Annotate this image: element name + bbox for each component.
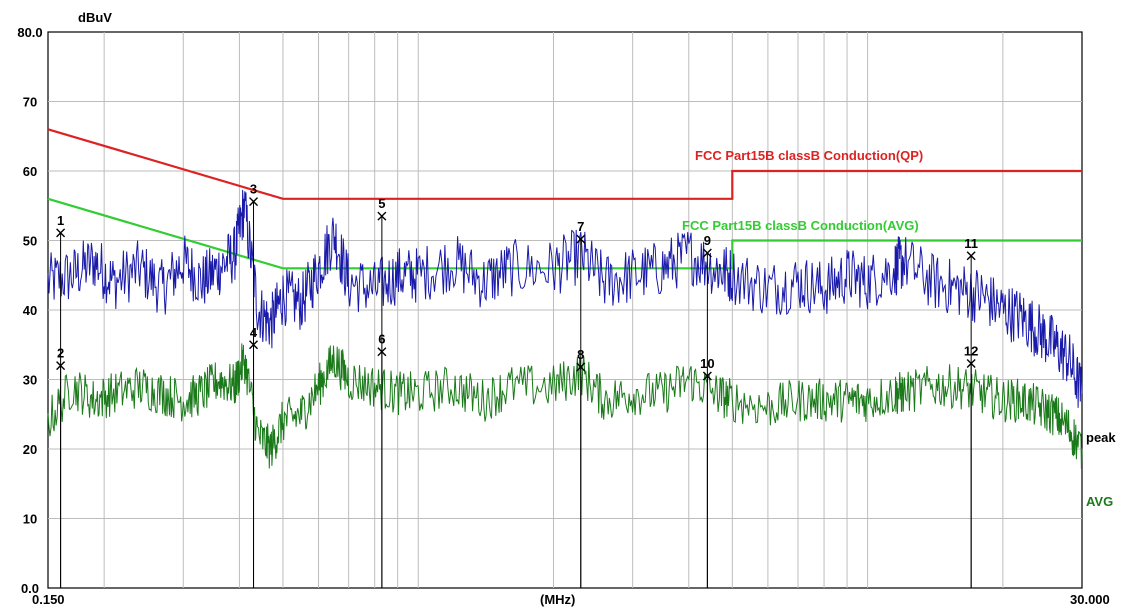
marker-x <box>377 211 387 221</box>
x-tick-center: (MHz) <box>540 592 575 607</box>
y-tick-label: 20 <box>23 442 37 457</box>
grid <box>48 32 1082 588</box>
marker-label: 2 <box>57 346 64 361</box>
y-axis-unit: dBuV <box>78 10 112 25</box>
marker-x <box>377 347 387 357</box>
x-tick-left: 0.150 <box>32 592 65 607</box>
y-tick-label: 0.0 <box>21 581 39 596</box>
legend-avg: AVG <box>1086 494 1113 509</box>
y-tick-label: 70 <box>23 95 37 110</box>
marker-label: 4 <box>250 325 258 340</box>
marker-label: 1 <box>57 213 64 228</box>
avg-trace <box>47 343 1083 469</box>
marker-label: 9 <box>704 233 711 248</box>
y-tick-label: 50 <box>23 234 37 249</box>
axis-ticks: 80.0 70 60 50 40 30 20 10 0.0 <box>17 25 42 596</box>
series-lines <box>47 189 1083 469</box>
marker-x <box>576 234 586 244</box>
marker-label: 3 <box>250 182 257 197</box>
marker-x <box>702 371 712 381</box>
limit-lines <box>47 128 1082 270</box>
marker-x <box>56 228 66 238</box>
marker-label: 10 <box>700 356 714 371</box>
y-tick-label: 30 <box>23 373 37 388</box>
marker-x <box>966 251 976 261</box>
marker-label: 8 <box>577 347 584 362</box>
marker-x <box>249 340 259 350</box>
marker-label: 11 <box>964 236 978 251</box>
y-tick-label: 80.0 <box>17 25 42 40</box>
marker-label: 7 <box>577 219 584 234</box>
x-tick-right: 30.000 <box>1070 592 1110 607</box>
marker-label: 12 <box>964 344 978 359</box>
marker-label: 5 <box>378 196 385 211</box>
qp-limit-line <box>47 128 1082 200</box>
marker-x <box>702 248 712 258</box>
marker-x <box>56 361 66 371</box>
y-tick-label: 10 <box>23 512 37 527</box>
marker-x <box>576 362 586 372</box>
marker-x <box>966 359 976 369</box>
qp-limit-label: FCC Part15B classB Conduction(QP) <box>695 148 923 163</box>
avg-limit-line <box>47 197 1082 270</box>
legend-peak: peak <box>1086 430 1116 445</box>
marker-label: 6 <box>378 332 385 347</box>
y-tick-label: 40 <box>23 303 37 318</box>
marker-x <box>249 197 259 207</box>
peak-trace <box>47 189 1083 408</box>
avg-limit-label: FCC Part15B classB Conduction(AVG) <box>682 218 919 233</box>
y-tick-label: 60 <box>23 164 37 179</box>
